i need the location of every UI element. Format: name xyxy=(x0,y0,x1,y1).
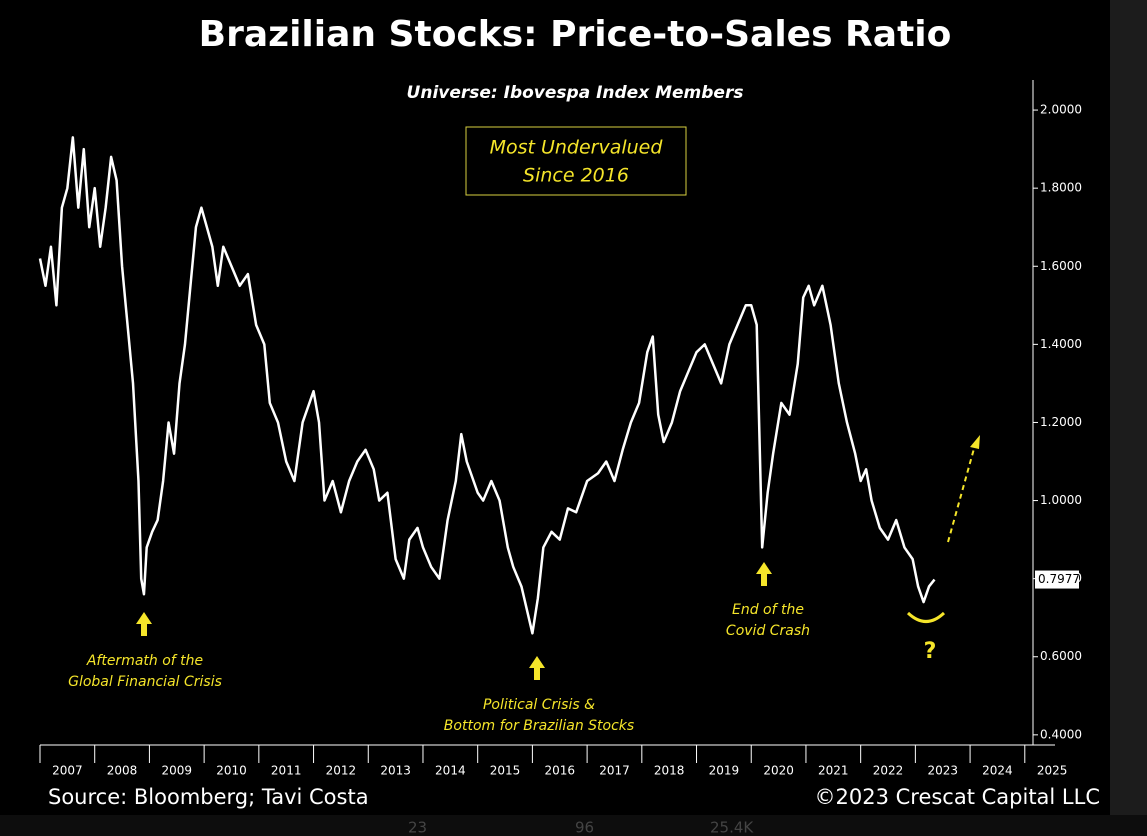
current-value-box xyxy=(1035,570,1079,589)
x-tick-label: 2021 xyxy=(818,764,849,778)
tweet-bar xyxy=(0,815,1147,836)
x-tick-label: 2019 xyxy=(709,764,740,778)
current-value-label: 0.7977 xyxy=(1038,572,1080,586)
x-tick-label: 2007 xyxy=(52,764,83,778)
tweet-stat: 25.4K xyxy=(710,819,754,836)
tweet-stat: 23 xyxy=(408,819,427,836)
annotation: Political Crisis & xyxy=(483,697,595,713)
x-tick-label: 2023 xyxy=(927,764,958,778)
annotation: Covid Crash xyxy=(726,623,810,639)
callout-text: Most Undervalued xyxy=(490,137,664,159)
callout-text: Since 2016 xyxy=(523,165,629,187)
x-tick-label: 2017 xyxy=(599,764,630,778)
x-tick-label: 2009 xyxy=(162,764,193,778)
x-tick-label: 2024 xyxy=(982,764,1013,778)
x-tick-label: 2018 xyxy=(654,764,685,778)
price-line xyxy=(38,136,936,635)
chart-title: Brazilian Stocks: Price-to-Sales Ratio xyxy=(199,14,952,55)
x-tick-label: 2008 xyxy=(107,764,138,778)
copyright: ©2023 Crescat Capital LLC xyxy=(814,785,1100,809)
x-tick-label: 2016 xyxy=(544,764,575,778)
annotation: Global Financial Crisis xyxy=(68,674,222,690)
x-tick-label: 2014 xyxy=(435,764,466,778)
x-tick-label: 2010 xyxy=(216,764,247,778)
arrow xyxy=(136,612,152,636)
annotation: End of the xyxy=(732,602,804,618)
callout-box xyxy=(465,126,687,196)
source: Source: Bloomberg; Tavi Costa xyxy=(48,785,369,809)
arrows xyxy=(136,562,772,680)
chart-subtitle: Universe: Ibovespa Index Members xyxy=(407,83,744,103)
dashed-arrow xyxy=(947,444,976,543)
y-tick-label: 0.6000 xyxy=(1040,649,1082,663)
arrow xyxy=(529,656,545,680)
y-tick-label: 1.6000 xyxy=(1040,259,1082,273)
y-tick-label: 1.2000 xyxy=(1040,415,1082,429)
y-tick-label: 1.4000 xyxy=(1040,337,1082,351)
annotation: Bottom for Brazilian Stocks xyxy=(444,718,634,734)
y-tick-label: 1.0000 xyxy=(1040,493,1082,507)
x-tick-label: 2020 xyxy=(763,764,794,778)
tweet-stat: 96 xyxy=(575,819,594,836)
side-panel xyxy=(1110,0,1147,836)
x-tick-label: 2015 xyxy=(490,764,521,778)
arrow xyxy=(756,562,772,586)
y-tick-label: 0.4000 xyxy=(1040,727,1082,741)
y-tick-label: 2.0000 xyxy=(1040,103,1082,117)
annotation: ? xyxy=(924,639,937,664)
x-tick-label: 2012 xyxy=(326,764,357,778)
x-tick-label: 2011 xyxy=(271,764,302,778)
y-tick-label: 1.8000 xyxy=(1040,181,1082,195)
annotation: Aftermath of the xyxy=(86,653,203,669)
arrow-head xyxy=(970,435,980,449)
bottom-arc xyxy=(906,611,946,623)
x-tick-label: 2022 xyxy=(873,764,904,778)
x-tick-label: 2013 xyxy=(380,764,411,778)
x-tick-label: 2025 xyxy=(1037,764,1068,778)
